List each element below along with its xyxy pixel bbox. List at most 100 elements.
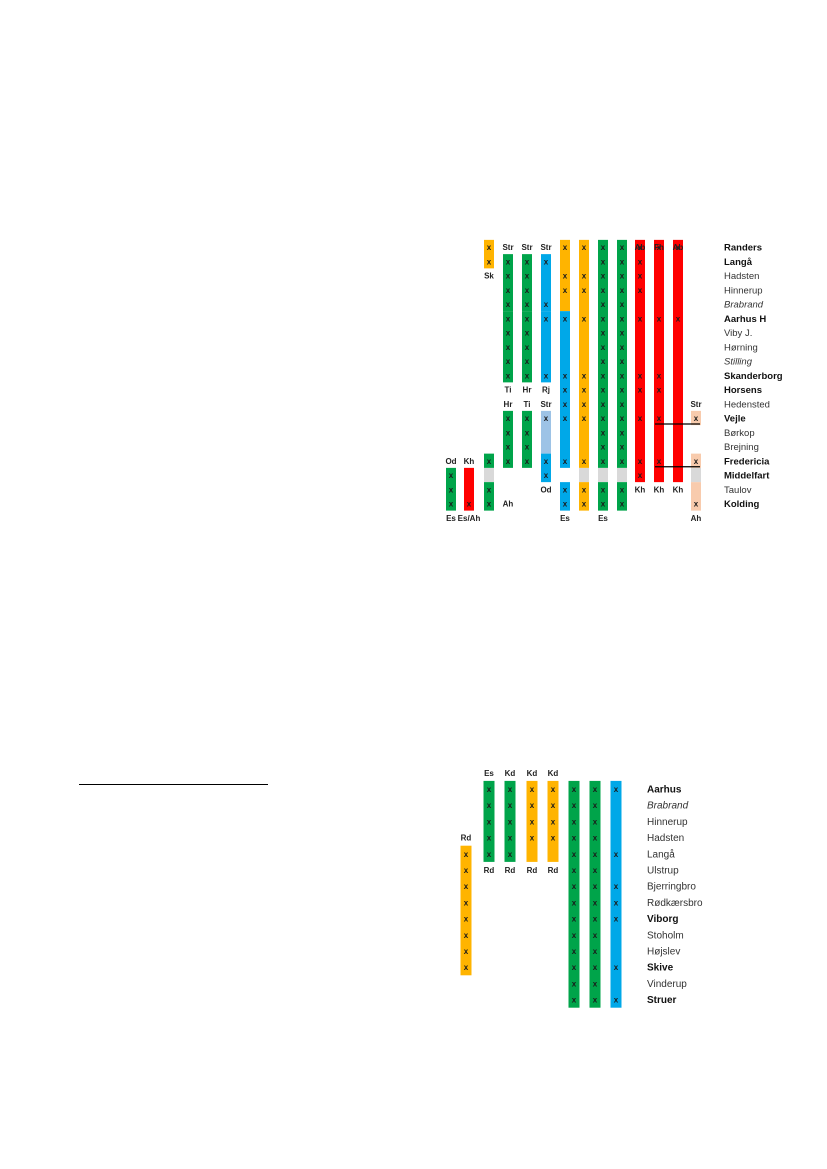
- stop-mark: x: [525, 343, 530, 352]
- stop-mark: x: [593, 915, 598, 924]
- route-bar: [522, 410, 532, 468]
- route-label: Kd: [548, 769, 559, 778]
- stop-mark: x: [593, 979, 598, 988]
- route-bar: [579, 482, 589, 511]
- stop-mark: x: [593, 882, 598, 891]
- stop-mark: x: [525, 314, 530, 323]
- stop-mark: x: [572, 931, 577, 940]
- stop-mark: x: [508, 834, 513, 843]
- stop-mark: x: [676, 243, 681, 252]
- stop-mark: x: [563, 386, 568, 395]
- route-bar: [560, 482, 570, 511]
- stop-mark: x: [582, 286, 587, 295]
- stop-mark: x: [601, 243, 606, 252]
- stop-mark: x: [620, 357, 625, 366]
- stop-mark: x: [449, 471, 454, 480]
- route-bar: [464, 467, 474, 511]
- route-bar: [541, 410, 551, 454]
- station-name: Hørning: [724, 342, 758, 353]
- stop-mark: x: [582, 500, 587, 509]
- stop-mark: x: [601, 386, 606, 395]
- stop-mark: x: [449, 485, 454, 494]
- stop-mark: x: [506, 257, 511, 266]
- stop-mark: x: [593, 834, 598, 843]
- stop-mark: x: [593, 931, 598, 940]
- route-label: Fh: [654, 243, 664, 252]
- stop-mark: x: [582, 314, 587, 323]
- route-bar: [526, 780, 538, 862]
- stop-mark: x: [506, 272, 511, 281]
- stop-mark: x: [525, 414, 530, 423]
- stop-mark: x: [601, 400, 606, 409]
- route-bar: [460, 845, 472, 976]
- stop-mark: x: [657, 243, 662, 252]
- stop-mark: x: [572, 915, 577, 924]
- stop-mark: x: [563, 485, 568, 494]
- stop-mark: x: [638, 414, 643, 423]
- stop-mark: x: [638, 386, 643, 395]
- route-label: Ti: [524, 400, 531, 409]
- stop-mark: x: [572, 834, 577, 843]
- stop-mark: x: [525, 357, 530, 366]
- station-name: Skanderborg: [724, 371, 783, 382]
- route-bar: [446, 467, 456, 511]
- stop-mark: x: [487, 485, 492, 494]
- footnote-separator: [79, 784, 268, 785]
- route-label: Ab: [673, 243, 684, 252]
- stop-mark: x: [487, 500, 492, 509]
- stop-mark: x: [563, 314, 568, 323]
- stop-mark: x: [620, 300, 625, 309]
- route-label: Str: [540, 400, 551, 409]
- stop-mark: x: [614, 882, 619, 891]
- stop-mark: x: [601, 414, 606, 423]
- stop-mark: x: [601, 272, 606, 281]
- stop-mark: x: [601, 329, 606, 338]
- route-bar: [617, 482, 627, 511]
- route-bar: [598, 482, 608, 511]
- stop-mark: x: [593, 817, 598, 826]
- route-bar: [522, 254, 532, 312]
- stop-mark: x: [601, 343, 606, 352]
- station-name: Hinnerup: [724, 285, 763, 296]
- route-label: Ah: [691, 514, 702, 523]
- station-name: Horsens: [724, 385, 762, 396]
- route-bar: [547, 780, 559, 862]
- stop-mark: x: [487, 817, 492, 826]
- stop-mark: x: [544, 300, 549, 309]
- station-name: Højslev: [647, 947, 680, 958]
- route-bar: [568, 780, 580, 1008]
- route-label: Rd: [527, 866, 538, 875]
- stop-mark: x: [582, 457, 587, 466]
- stop-mark: x: [467, 500, 472, 509]
- stop-mark: x: [601, 485, 606, 494]
- stop-mark: x: [582, 386, 587, 395]
- stop-mark: x: [572, 785, 577, 794]
- stop-mark: x: [525, 257, 530, 266]
- stop-mark: x: [638, 243, 643, 252]
- route-label: Rd: [548, 866, 559, 875]
- stop-mark: x: [657, 314, 662, 323]
- stop-mark: x: [525, 428, 530, 437]
- station-name: Fredericia: [724, 456, 770, 467]
- stop-mark: x: [544, 314, 549, 323]
- stop-mark: x: [572, 996, 577, 1005]
- station-name: Vinderup: [647, 979, 687, 990]
- stop-mark: x: [572, 866, 577, 875]
- route-label: Str: [690, 400, 701, 409]
- stop-mark: x: [601, 357, 606, 366]
- stop-mark: x: [620, 286, 625, 295]
- stop-mark: x: [582, 371, 587, 380]
- stop-mark: x: [614, 850, 619, 859]
- route-bar: [673, 239, 683, 483]
- stop-mark: x: [620, 257, 625, 266]
- stop-mark: x: [572, 801, 577, 810]
- stop-mark: x: [506, 357, 511, 366]
- stop-mark: x: [620, 414, 625, 423]
- stop-mark: x: [614, 915, 619, 924]
- stop-mark: x: [506, 371, 511, 380]
- stop-mark: x: [638, 286, 643, 295]
- stop-mark: x: [464, 915, 469, 924]
- route-bar: [484, 453, 494, 468]
- stop-mark: x: [525, 300, 530, 309]
- stop-mark: x: [638, 457, 643, 466]
